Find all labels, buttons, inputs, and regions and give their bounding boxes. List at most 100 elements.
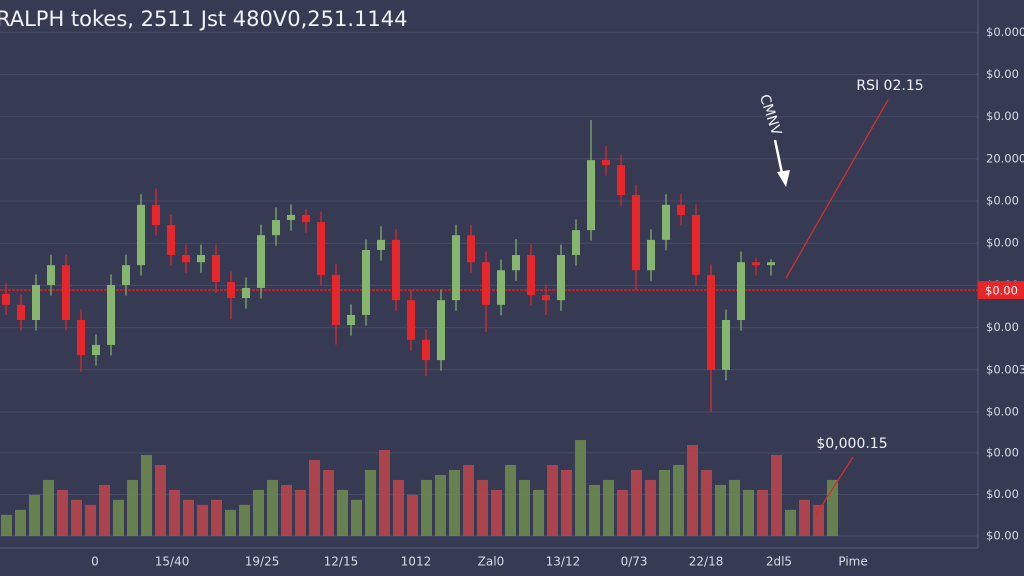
grid [0, 31, 978, 537]
candle-body [332, 274, 340, 326]
candle-body [542, 295, 550, 301]
volume-bar [477, 479, 488, 536]
y-tick-label: $0.00 [986, 67, 1019, 81]
axes: $0.000$0.00$0.0020.000$0.00$0.00$0.00$0.… [91, 25, 1024, 569]
volume-bar [253, 489, 264, 536]
volume-bar [421, 479, 432, 536]
y2-tick-label: $0.00 [986, 445, 1019, 459]
volume-bar [785, 509, 796, 536]
volume-bar [659, 469, 670, 536]
volume-bar [337, 489, 348, 536]
x-tick-label: 22/18 [689, 555, 724, 569]
candle-body [377, 239, 385, 250]
volume-bar [547, 464, 558, 536]
volume-bar [799, 499, 810, 536]
annotation: RSI 02.15 [856, 78, 923, 94]
price-label-box [978, 281, 1024, 300]
volume-bar [757, 489, 768, 536]
y-tick-label: $0.00 [986, 236, 1019, 250]
volume-bar [491, 489, 502, 536]
volume-bar [463, 464, 474, 536]
volume-bar [645, 479, 656, 536]
candle-body [197, 255, 205, 263]
annotation: $0,000.15 [816, 436, 887, 452]
volume-bar [197, 504, 208, 536]
volume-bar [771, 455, 782, 536]
candle-body [482, 262, 490, 305]
volume-bar [505, 464, 516, 536]
x-tick-label: 0/73 [621, 555, 648, 569]
volume-bar [323, 469, 334, 536]
candle-body [557, 255, 565, 301]
candle-body [437, 300, 445, 361]
volume-bar [351, 499, 362, 536]
candle-body [497, 270, 505, 305]
volume-bar [239, 504, 250, 536]
candle-body [2, 293, 10, 305]
x-tick-label: 2dl5 [766, 555, 792, 569]
candle-body [32, 284, 40, 321]
volume-bar [379, 450, 390, 536]
volume-bar [267, 479, 278, 536]
candle-body [617, 165, 625, 196]
volume-bar [827, 479, 838, 536]
volume-bar [183, 499, 194, 536]
volume-bar [113, 499, 124, 536]
volume-bar [211, 499, 222, 536]
candle-body [62, 265, 70, 321]
candle-body [362, 249, 370, 315]
volume-bar [407, 494, 418, 536]
chart-title: RALPH tokes, 2511 Jst 480V0,251.1144 [0, 7, 408, 31]
candle-body [287, 214, 295, 221]
volume-bar [603, 479, 614, 536]
candle-body [647, 239, 655, 271]
candle-body [182, 255, 190, 263]
volume-bar [365, 469, 376, 536]
candle-body [167, 225, 175, 256]
candle-body [692, 214, 700, 275]
volume-bar [85, 504, 96, 536]
x-tick-label: Zal0 [478, 555, 505, 569]
y-tick-label: $0.00 [986, 405, 1019, 419]
price-label: $0.00 [985, 284, 1018, 298]
candle-body [242, 287, 250, 299]
candle-body [212, 255, 220, 283]
candle-body [587, 160, 595, 231]
candle-body [737, 262, 745, 321]
volume-bar [687, 445, 698, 536]
volume-bar [631, 469, 642, 536]
candles [0, 120, 1024, 412]
volume-bar [673, 464, 684, 536]
x-tick-label: 1012 [401, 555, 432, 569]
candle-body [632, 195, 640, 271]
candle-body [77, 320, 85, 356]
volume-bar [169, 489, 180, 536]
volume-bar [295, 489, 306, 536]
candle-body [707, 274, 715, 370]
volume-bar [533, 489, 544, 536]
volume-bar [1, 514, 12, 536]
candle-body [137, 204, 145, 266]
annotation-arrowhead [777, 170, 790, 187]
volume-bar [393, 479, 404, 536]
candle-body [347, 314, 355, 326]
y-tick-label: $0.00 [986, 320, 1019, 334]
candle-body [422, 339, 430, 361]
volume-bar [15, 509, 26, 536]
candle-body [122, 265, 130, 285]
candle-body [407, 300, 415, 340]
volume-bar [281, 484, 292, 536]
annotation-line [814, 456, 854, 517]
volume-bar [309, 459, 320, 536]
y-tick-label: $0.00 [986, 109, 1019, 123]
candle-body [302, 214, 310, 223]
volume-bar [519, 479, 530, 536]
y-tick-label: $0.000 [986, 25, 1024, 39]
volume-bar [617, 489, 628, 536]
candle-body [602, 160, 610, 166]
candle-body [512, 255, 520, 271]
volume-bar [225, 509, 236, 536]
volume-bar [435, 474, 446, 536]
volume-bar [743, 489, 754, 536]
